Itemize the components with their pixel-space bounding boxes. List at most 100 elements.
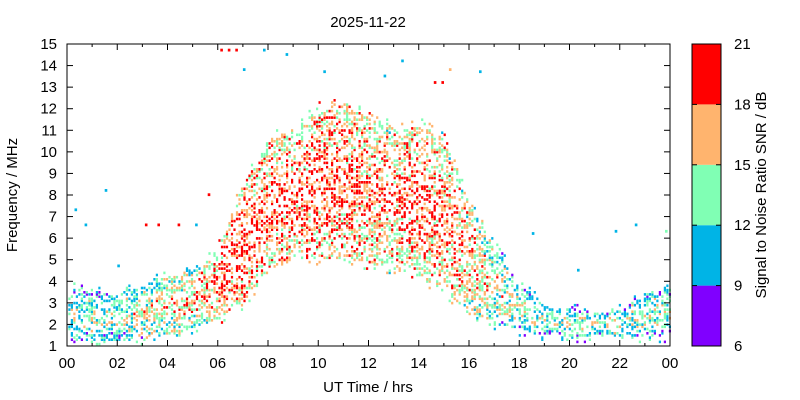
data-cell — [103, 336, 106, 339]
data-cell — [130, 316, 133, 320]
data-cell — [361, 239, 364, 242]
data-cell — [301, 124, 304, 128]
data-cell — [361, 135, 364, 139]
data-cell — [476, 247, 479, 251]
data-cell — [473, 295, 476, 298]
data-cell — [333, 142, 336, 145]
data-cell — [301, 209, 304, 212]
data-cell — [178, 288, 181, 292]
data-cell — [373, 215, 376, 219]
data-cell — [353, 200, 356, 203]
data-cell — [408, 193, 411, 197]
data-cell — [393, 224, 396, 227]
data-cell — [263, 215, 266, 219]
data-cell — [398, 157, 401, 160]
data-cell — [298, 142, 301, 145]
data-cell — [376, 263, 379, 266]
data-cell — [388, 241, 391, 244]
data-cell — [476, 306, 479, 309]
data-cell — [336, 122, 339, 126]
data-cell — [268, 224, 271, 227]
data-cell — [245, 252, 249, 255]
data-cell — [250, 245, 254, 249]
data-cell — [326, 165, 329, 169]
data-cell — [276, 237, 279, 240]
data-cell — [328, 129, 331, 132]
data-cell — [298, 241, 301, 244]
data-cell — [373, 219, 376, 223]
data-cell — [323, 204, 326, 208]
data-cell — [446, 155, 449, 158]
data-cell — [408, 211, 411, 214]
data-cell — [653, 308, 656, 311]
data-cell — [240, 288, 244, 292]
data-cell — [356, 189, 359, 193]
data-cell — [416, 273, 419, 277]
data-cell — [511, 273, 514, 277]
data-cell — [200, 314, 204, 318]
data-cell — [383, 159, 386, 162]
data-cell — [288, 226, 291, 229]
colorbar-bin — [692, 285, 721, 346]
data-cell — [448, 228, 451, 231]
data-cell — [553, 323, 556, 326]
data-cell — [378, 247, 381, 251]
data-cell — [165, 329, 169, 333]
data-cell — [293, 157, 296, 160]
data-cell — [258, 222, 261, 225]
data-cell — [155, 299, 158, 303]
data-cell — [265, 228, 269, 231]
data-cell — [478, 314, 481, 318]
data-cell — [401, 245, 404, 249]
data-cell — [416, 144, 419, 147]
data-cell — [225, 280, 229, 283]
data-cell — [288, 230, 291, 234]
data-cell — [323, 237, 326, 240]
data-cell — [348, 140, 351, 143]
data-cell — [88, 314, 91, 318]
data-cell — [478, 247, 481, 251]
data-cell — [183, 312, 186, 316]
data-cell — [438, 219, 441, 223]
data-cell — [343, 198, 346, 201]
data-cell — [298, 176, 301, 180]
data-cell — [446, 181, 449, 184]
data-cell — [566, 321, 569, 324]
data-cell — [140, 327, 143, 331]
data-cell — [293, 211, 296, 214]
data-cell — [423, 228, 426, 231]
data-cell — [338, 176, 341, 180]
data-cell — [471, 209, 474, 212]
data-cell — [493, 306, 496, 309]
data-cell — [361, 232, 364, 236]
data-cell — [408, 155, 411, 158]
data-cell — [548, 321, 551, 324]
data-cell — [436, 159, 439, 162]
data-cell — [403, 159, 406, 162]
data-cell — [396, 252, 399, 255]
data-cell — [421, 215, 424, 219]
data-cell — [631, 303, 634, 307]
data-cell — [408, 133, 411, 137]
data-cell — [476, 316, 479, 320]
data-cell — [260, 230, 264, 234]
data-cell — [311, 237, 314, 240]
data-cell — [431, 193, 434, 197]
data-cell — [296, 133, 299, 137]
data-cell — [403, 165, 406, 169]
data-cell — [70, 306, 73, 309]
data-cell — [488, 310, 491, 313]
data-cell — [278, 213, 281, 216]
data-cell — [326, 215, 329, 219]
data-cell — [368, 131, 371, 134]
data-cell — [173, 319, 176, 322]
data-cell — [80, 286, 83, 290]
data-cell — [313, 211, 316, 214]
data-cell — [426, 209, 429, 212]
data-cell — [361, 157, 364, 160]
data-cell — [125, 286, 128, 290]
data-cell — [453, 293, 456, 296]
data-cell — [373, 258, 376, 262]
data-cell — [108, 299, 111, 303]
data-cell — [438, 217, 441, 221]
